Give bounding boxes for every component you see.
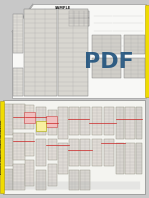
Bar (92, 139, 102, 166)
Bar (92, 107, 102, 135)
Bar (58, 9, 88, 96)
Bar (69, 107, 79, 135)
Bar (124, 58, 145, 78)
Bar (13, 68, 23, 96)
Text: ELECTRICAL SCHEMATIC SYMBOLS AND DEFINITIONS: ELECTRICAL SCHEMATIC SYMBOLS AND DEFINIT… (1, 120, 2, 174)
Polygon shape (12, 4, 146, 98)
Bar (69, 11, 89, 18)
Bar (25, 105, 34, 129)
Bar (92, 35, 121, 54)
Bar (145, 5, 149, 97)
Bar (58, 143, 68, 174)
Bar (48, 110, 57, 135)
Bar (3, 100, 145, 194)
Bar (125, 143, 135, 174)
Bar (0, 101, 4, 193)
Bar (116, 143, 124, 174)
Text: PDF: PDF (84, 52, 133, 72)
Bar (24, 112, 35, 123)
Bar (69, 170, 79, 190)
Bar (80, 107, 90, 135)
Bar (36, 170, 46, 190)
Bar (124, 35, 145, 54)
Bar (58, 107, 68, 139)
Bar (116, 107, 124, 139)
Bar (36, 121, 46, 131)
Bar (25, 133, 34, 156)
Bar (104, 139, 114, 166)
Bar (4, 138, 13, 166)
Bar (13, 14, 23, 53)
Bar (13, 104, 25, 129)
Bar (36, 139, 46, 166)
Bar (36, 107, 46, 135)
Bar (69, 139, 79, 166)
Bar (48, 139, 57, 160)
Bar (69, 18, 89, 26)
Bar (104, 107, 114, 135)
Bar (46, 116, 57, 127)
Bar (4, 104, 13, 135)
Bar (125, 107, 135, 139)
Bar (136, 107, 142, 139)
Bar (13, 164, 25, 190)
Text: SAMPLE: SAMPLE (55, 6, 71, 10)
Bar (25, 160, 34, 186)
Bar (48, 164, 57, 186)
Bar (13, 133, 25, 160)
Bar (80, 170, 90, 190)
Bar (80, 139, 90, 166)
Bar (136, 143, 142, 174)
Bar (24, 9, 57, 96)
Bar (4, 169, 13, 190)
Bar (92, 58, 121, 78)
